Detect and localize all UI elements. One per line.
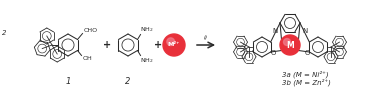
Text: 1: 1 bbox=[65, 77, 71, 86]
Text: M: M bbox=[286, 40, 294, 49]
Text: M²⁺: M²⁺ bbox=[168, 43, 180, 48]
Circle shape bbox=[283, 39, 290, 45]
Circle shape bbox=[167, 38, 175, 46]
Text: 3b (M = Zn²⁺): 3b (M = Zn²⁺) bbox=[282, 78, 331, 86]
Text: O: O bbox=[304, 50, 310, 56]
Circle shape bbox=[163, 34, 185, 56]
Text: N: N bbox=[272, 28, 278, 34]
Text: O: O bbox=[270, 50, 276, 56]
Text: N: N bbox=[302, 28, 307, 34]
Text: OH: OH bbox=[83, 56, 92, 61]
Text: NH$_2$: NH$_2$ bbox=[139, 56, 153, 65]
Text: +: + bbox=[103, 40, 111, 50]
Text: 2: 2 bbox=[125, 77, 131, 86]
Text: 2: 2 bbox=[2, 30, 6, 36]
Text: +: + bbox=[154, 40, 162, 50]
Text: 3a (M = Ni²⁺): 3a (M = Ni²⁺) bbox=[282, 70, 329, 78]
Text: i): i) bbox=[204, 35, 208, 40]
Text: NH$_2$: NH$_2$ bbox=[139, 25, 153, 34]
Circle shape bbox=[280, 35, 300, 55]
Text: CHO: CHO bbox=[84, 28, 98, 33]
